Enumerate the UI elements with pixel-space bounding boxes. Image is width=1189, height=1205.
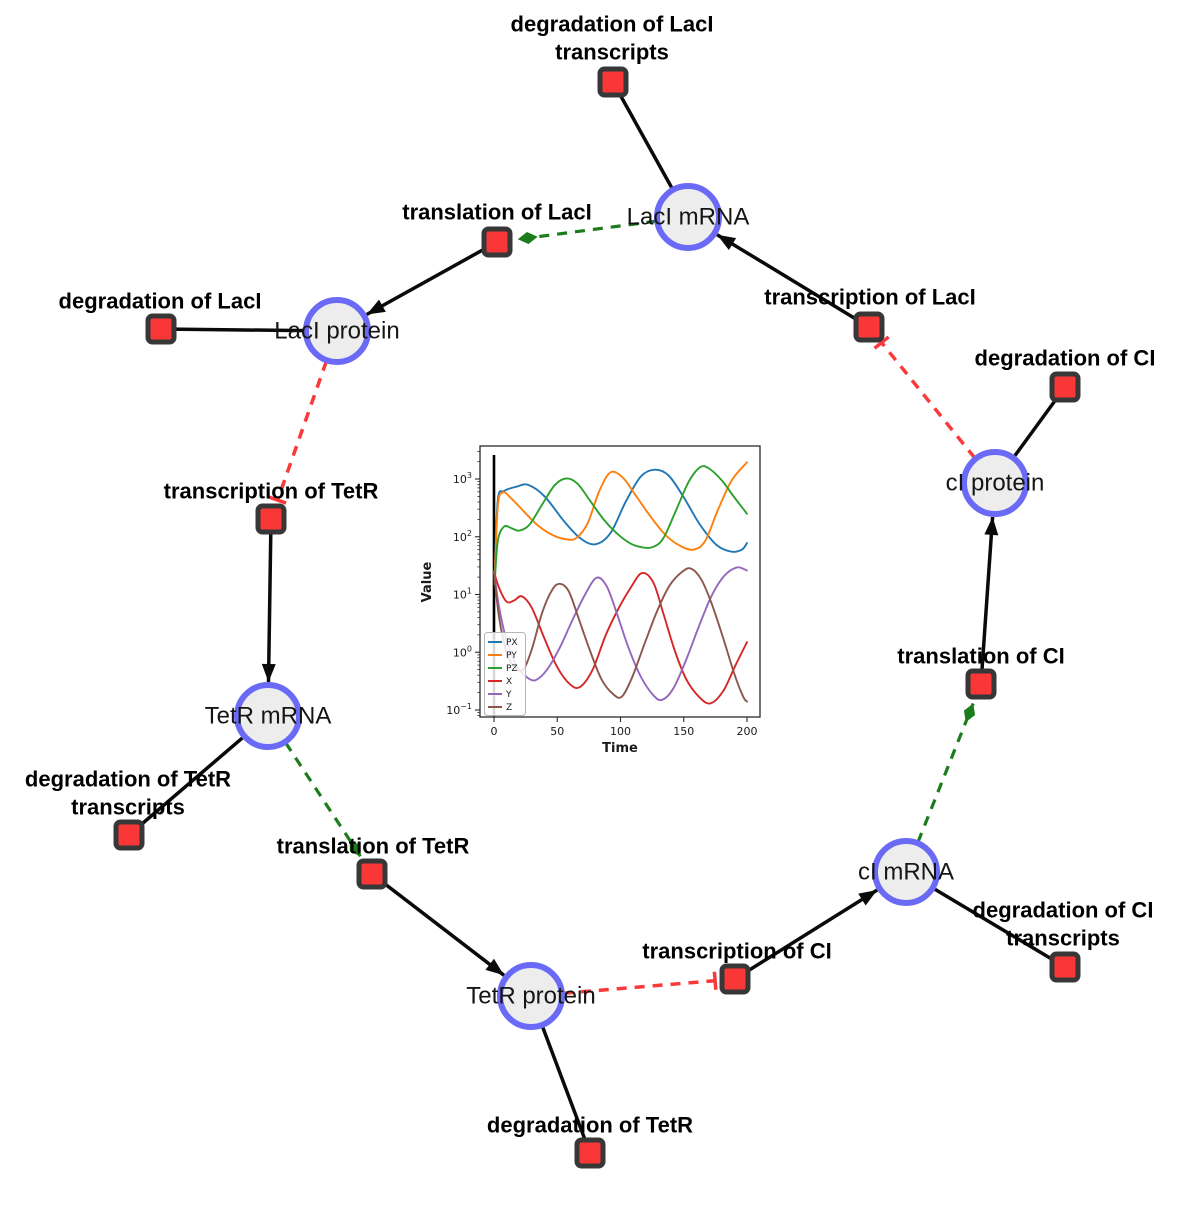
reaction-node-deg-ci	[1049, 371, 1081, 403]
reaction-node-translation-laci	[481, 226, 513, 258]
nodes-layer: degradation of LacI transcripts translatio…	[25, 12, 1156, 1169]
chart-x-tick-label: 200	[737, 725, 758, 738]
chart-y-tick-label: 101	[453, 587, 472, 602]
chart-plot-area	[479, 445, 761, 718]
species-label-tetr-protein: TetR protein	[466, 983, 595, 1010]
series-line-y	[493, 566, 748, 702]
reaction-node-deg-tetr	[574, 1137, 606, 1169]
edge-production-translation-ci--ci-protein	[979, 516, 999, 685]
edge-inhibition-ci-protein--transcription-laci	[873, 335, 977, 460]
chart-x-tick-label: 150	[673, 725, 694, 738]
legend-entry-py: PY	[506, 651, 517, 661]
chart-y-tick-label: 103	[453, 471, 472, 486]
edge-production-translation-laci--laci-protein	[365, 240, 498, 317]
edge-activation-ci-mrna--translation-ci	[916, 702, 976, 843]
chart-legend: PX PY PZ XYZ	[484, 632, 526, 716]
legend-entry-px: PX	[506, 638, 518, 648]
edge-production-transcription-tetr--tetr-mrna	[261, 518, 276, 683]
reaction-node-deg-laci-tx	[597, 66, 629, 98]
legend-entry-x: X	[506, 677, 512, 687]
reaction-label-deg-ci-tx: transcripts	[1006, 926, 1120, 951]
species-node-tetr-mrna	[234, 682, 302, 750]
series-line-pz	[493, 465, 748, 586]
series-line-py	[493, 461, 748, 581]
chart-y-tick-label: 10−1	[446, 702, 472, 717]
reaction-node-deg-laci	[145, 313, 177, 345]
reaction-node-transcription-laci	[853, 311, 885, 343]
reaction-label-deg-tetr: degradation of TetR	[487, 1113, 693, 1138]
edge-production-translation-tetr--tetr-protein	[370, 872, 506, 977]
edge-production-transcription-ci--ci-mrna	[734, 888, 879, 981]
species-node-ci-protein	[961, 449, 1029, 517]
reaction-label-transcription-ci: transcription of CI	[642, 939, 831, 964]
species-label-laci-mrna: LacI mRNA	[627, 204, 750, 231]
reaction-label-deg-tetr-tx: degradation of TetR	[25, 767, 231, 792]
species-label-ci-mrna: cI mRNA	[858, 859, 954, 886]
chart-y-tick-label: 102	[453, 529, 472, 544]
reaction-label-transcription-laci: transcription of LacI	[764, 285, 975, 310]
reaction-label-deg-ci: degradation of CI	[975, 346, 1156, 371]
series-line-x	[493, 570, 748, 705]
reaction-label-deg-laci-tx: degradation of LacI	[511, 12, 714, 37]
edge-inhibition-tetr-protein--transcription-ci	[562, 971, 718, 996]
chart-x-tick-label: 0	[491, 725, 498, 738]
edge-activation-tetr-mrna--translation-tetr	[284, 741, 362, 858]
species-label-ci-protein: cI protein	[946, 470, 1045, 497]
species-node-ci-mrna	[872, 838, 940, 906]
reaction-node-transcription-tetr	[255, 503, 287, 535]
reaction-label-deg-laci: degradation of LacI	[59, 289, 262, 314]
species-node-laci-protein	[303, 297, 371, 365]
edge-inhibition-laci-protein--transcription-tetr	[268, 360, 329, 505]
reaction-label-translation-laci: translation of LacI	[402, 200, 591, 225]
reaction-label-deg-laci-tx: transcripts	[555, 40, 669, 65]
reaction-node-deg-tetr-tx	[113, 819, 145, 851]
reaction-label-translation-ci: translation of CI	[897, 644, 1064, 669]
species-node-tetr-protein	[497, 962, 565, 1030]
species-node-laci-mrna	[654, 183, 722, 251]
reaction-label-deg-ci-tx: degradation of CI	[973, 898, 1154, 923]
chart-y-axis-label: Value	[420, 561, 435, 602]
legend-entry-z: Z	[506, 703, 512, 713]
chart-x-axis-label: Time	[602, 741, 638, 756]
reaction-label-transcription-tetr: transcription of TetR	[164, 479, 379, 504]
series-line-px	[493, 468, 748, 579]
reaction-node-transcription-ci	[719, 963, 751, 995]
chart-y-tick-label: 100	[453, 644, 472, 659]
reaction-label-translation-tetr: translation of TetR	[277, 834, 470, 859]
legend-entry-y: Y	[505, 690, 512, 700]
reaction-node-deg-ci-tx	[1049, 951, 1081, 983]
species-label-laci-protein: LacI protein	[274, 318, 399, 345]
edge-production-transcription-laci--laci-mrna	[716, 233, 870, 329]
species-label-tetr-mrna: TetR mRNA	[205, 703, 332, 730]
chart-x-tick-label: 50	[550, 725, 564, 738]
reaction-node-translation-ci	[965, 668, 997, 700]
reaction-label-deg-tetr-tx: transcripts	[71, 795, 185, 820]
chart-x-tick-label: 100	[610, 725, 631, 738]
legend-entry-pz: PZ	[506, 664, 518, 674]
reaction-node-translation-tetr	[356, 858, 388, 890]
edge-activation-laci-mrna--translation-laci	[517, 219, 657, 244]
